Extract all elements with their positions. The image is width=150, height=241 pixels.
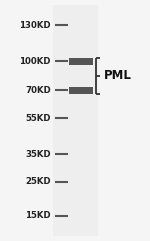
Text: 70KD: 70KD [25,86,51,95]
Text: 25KD: 25KD [25,177,51,187]
Text: 15KD: 15KD [25,211,51,220]
Text: 55KD: 55KD [26,114,51,123]
Text: PML: PML [103,69,131,82]
Bar [53,5,98,236]
Text: 35KD: 35KD [25,150,51,159]
Text: 100KD: 100KD [20,57,51,66]
Text: 130KD: 130KD [19,21,51,30]
Bar [69,87,93,94]
Bar [69,58,93,65]
